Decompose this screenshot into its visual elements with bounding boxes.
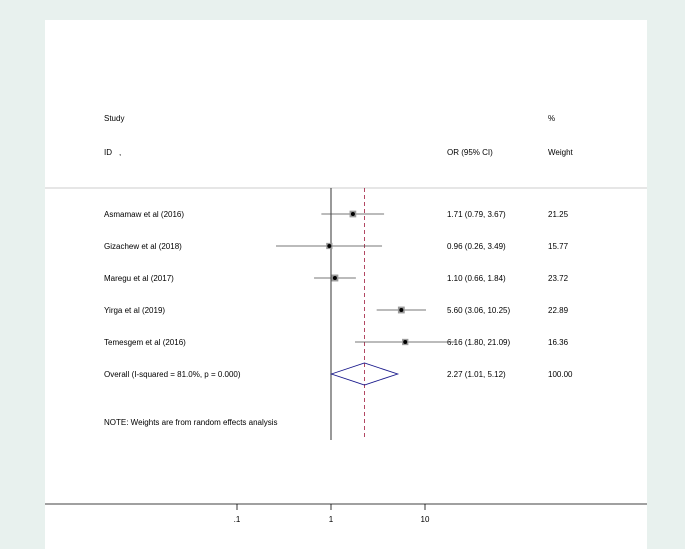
study-label: Yirga et al (2019) [104, 306, 165, 315]
study-weight: 21.25 [548, 210, 569, 219]
overall-diamond [329, 362, 400, 386]
header-or: OR (95% CI) [447, 148, 493, 157]
study-label: Maregu et al (2017) [104, 274, 174, 283]
study-ci-text: 5.60 (3.06, 10.25) [447, 306, 510, 315]
study-point [403, 340, 408, 344]
study-label: Asmamaw et al (2016) [104, 210, 184, 219]
study-point [327, 244, 332, 248]
study-weight: 23.72 [548, 274, 569, 283]
study-ci-text: 1.71 (0.79, 3.67) [447, 210, 506, 219]
forest-plot: Study ID , OR (95% CI) % Weight NOTE: We… [45, 114, 647, 524]
study-ci-text: 1.10 (0.66, 1.84) [447, 274, 506, 283]
study-point [350, 212, 355, 216]
overall-label: Overall (I-squared = 81.0%, p = 0.000) [104, 370, 241, 379]
x-tick-label: .1 [234, 515, 241, 524]
study-label: Temesgem et al (2016) [104, 338, 186, 347]
header-weight-pct: % [548, 114, 555, 123]
study-point [332, 276, 337, 280]
study-point [399, 308, 404, 312]
x-tick-label: 1 [329, 515, 334, 524]
overall-ci-text: 2.27 (1.01, 5.12) [447, 370, 506, 379]
study-label: Gizachew et al (2018) [104, 242, 182, 251]
study-weight: 16.36 [548, 338, 569, 347]
footnote: NOTE: Weights are from random effects an… [104, 418, 278, 427]
header-id-suffix: , [119, 148, 121, 157]
study-weight: 15.77 [548, 242, 569, 251]
header-id: ID [104, 148, 112, 157]
study-weight: 22.89 [548, 306, 569, 315]
study-ci-text: 6.16 (1.80, 21.09) [447, 338, 510, 347]
header-weight: Weight [548, 148, 574, 157]
overall-weight: 100.00 [548, 370, 573, 379]
header-study: Study [104, 114, 124, 123]
plot-panel: Study ID , OR (95% CI) % Weight NOTE: We… [45, 20, 647, 549]
study-ci-text: 0.96 (0.26, 3.49) [447, 242, 506, 251]
x-tick-label: 10 [421, 515, 430, 524]
